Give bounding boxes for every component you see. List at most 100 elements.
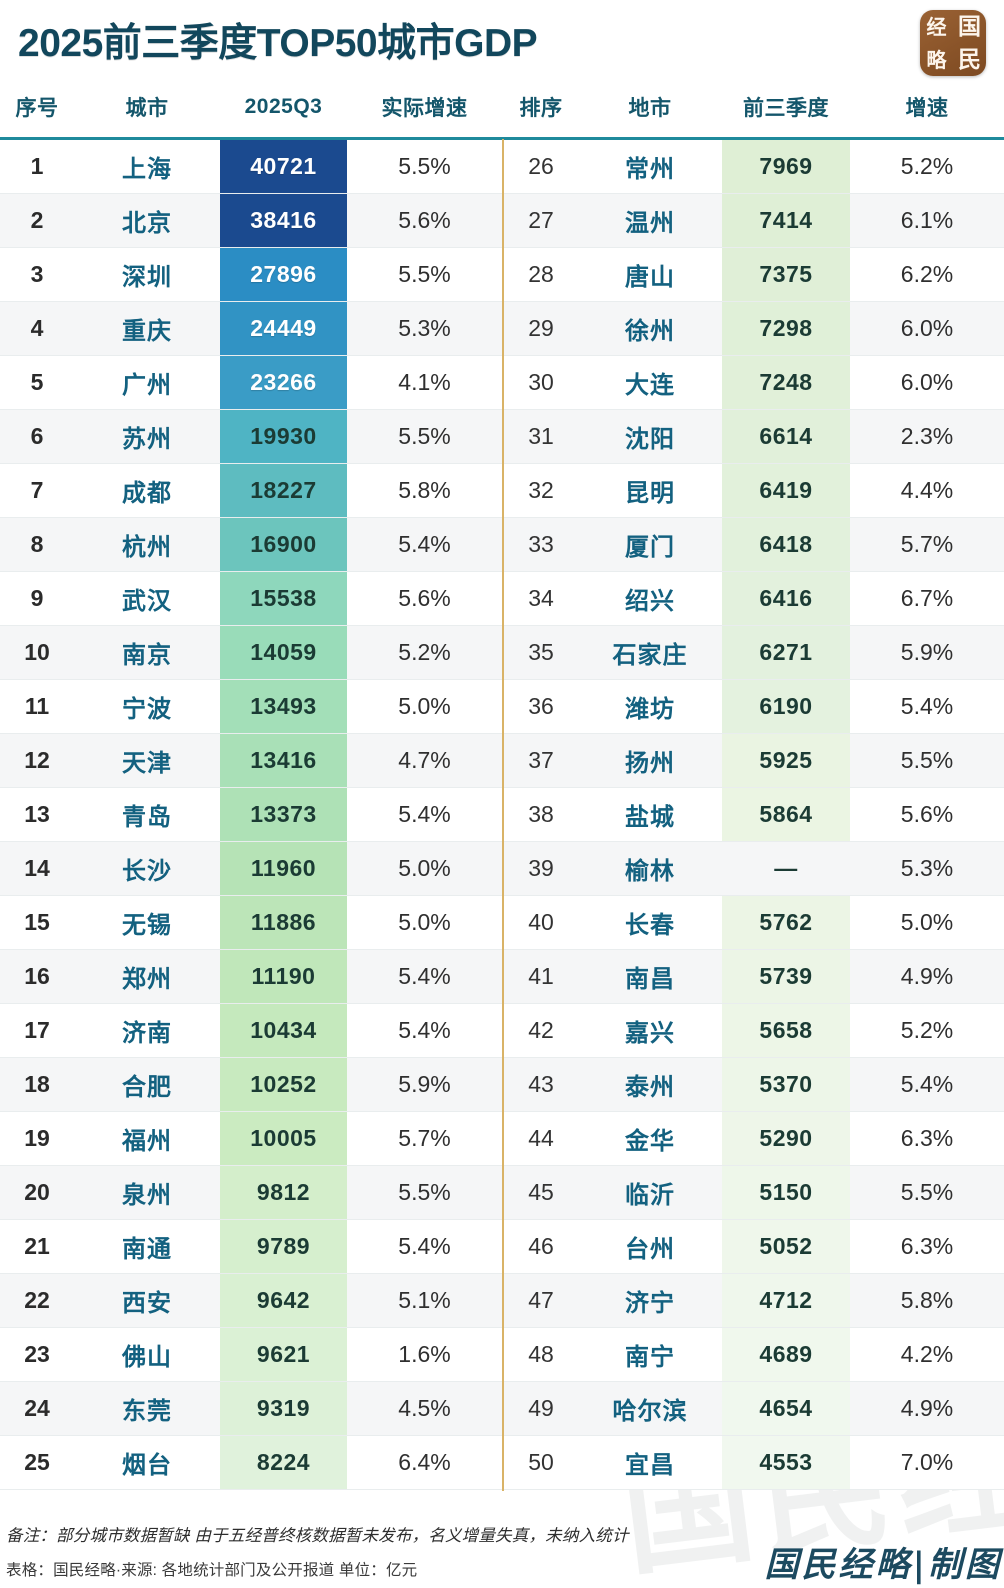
cell-city: 佛山 bbox=[74, 1327, 220, 1382]
column-divider bbox=[502, 462, 504, 519]
cell-rank: 16 bbox=[0, 949, 74, 1004]
column-divider bbox=[502, 678, 504, 735]
header-row: 序号 城市 2025Q3 实际增速 排序 地市 前三季度 增速 bbox=[0, 86, 1004, 134]
cell-growth: 5.1% bbox=[347, 1273, 502, 1328]
table-row: 15 无锡 11886 5.0% 40 长春 5762 5.0% bbox=[0, 894, 1004, 951]
cell-growth: 5.2% bbox=[850, 1003, 1004, 1058]
column-divider bbox=[502, 192, 504, 249]
cell-value: 4689 bbox=[722, 1327, 850, 1382]
column-divider bbox=[502, 732, 504, 789]
cell-city: 绍兴 bbox=[578, 571, 722, 626]
cell-value: 19930 bbox=[220, 409, 347, 464]
col-header-value-right: 前三季度 bbox=[743, 97, 829, 120]
table-head: 序号 城市 2025Q3 实际增速 排序 地市 前三季度 增速 bbox=[0, 86, 1004, 140]
cell-rank: 22 bbox=[0, 1273, 74, 1328]
cell-city: 金华 bbox=[578, 1111, 722, 1166]
cell-value: 4553 bbox=[722, 1435, 850, 1490]
cell-value: — bbox=[722, 841, 850, 896]
cell-city: 西安 bbox=[74, 1273, 220, 1328]
cell-value: 23266 bbox=[220, 355, 347, 410]
cell-city: 南京 bbox=[74, 625, 220, 680]
cell-value: 5739 bbox=[722, 949, 850, 1004]
cell-growth: 5.6% bbox=[347, 193, 502, 248]
cell-city: 北京 bbox=[74, 193, 220, 248]
table-row: 10 南京 14059 5.2% 35 石家庄 6271 5.9% bbox=[0, 624, 1004, 681]
cell-growth: 5.8% bbox=[347, 463, 502, 518]
cell-growth: 6.3% bbox=[850, 1111, 1004, 1166]
footnote-source: 表格：国民经略·来源: 各地统计部门及公开报道 单位：亿元 bbox=[6, 1562, 418, 1579]
cell-city: 济宁 bbox=[578, 1273, 722, 1328]
table-row: 25 烟台 8224 6.4% 50 宜昌 4553 7.0% bbox=[0, 1434, 1004, 1491]
cell-city: 潍坊 bbox=[578, 679, 722, 734]
cell-city: 上海 bbox=[74, 138, 220, 194]
cell-rank: 39 bbox=[504, 841, 578, 896]
cell-growth: 5.7% bbox=[347, 1111, 502, 1166]
cell-growth: 5.5% bbox=[347, 409, 502, 464]
table-row: 19 福州 10005 5.7% 44 金华 5290 6.3% bbox=[0, 1110, 1004, 1167]
cell-rank: 31 bbox=[504, 409, 578, 464]
cell-growth: 5.3% bbox=[347, 301, 502, 356]
page-title: 2025前三季度TOP50城市GDP bbox=[18, 21, 538, 65]
cell-growth: 6.7% bbox=[850, 571, 1004, 626]
cell-growth: 5.4% bbox=[850, 679, 1004, 734]
cell-rank: 23 bbox=[0, 1327, 74, 1382]
cell-rank: 37 bbox=[504, 733, 578, 788]
col-header-growth-left: 实际增速 bbox=[381, 97, 468, 120]
cell-rank: 45 bbox=[504, 1165, 578, 1220]
cell-value: 10005 bbox=[220, 1111, 347, 1166]
table-row: 12 天津 13416 4.7% 37 扬州 5925 5.5% bbox=[0, 732, 1004, 789]
col-header-rank-right: 排序 bbox=[519, 97, 563, 120]
cell-growth: 6.1% bbox=[850, 193, 1004, 248]
column-divider bbox=[502, 786, 504, 843]
cell-growth: 5.8% bbox=[850, 1273, 1004, 1328]
cell-city: 烟台 bbox=[74, 1435, 220, 1490]
cell-value: 6419 bbox=[722, 463, 850, 518]
table-row: 13 青岛 13373 5.4% 38 盐城 5864 5.6% bbox=[0, 786, 1004, 843]
column-divider bbox=[502, 354, 504, 411]
cell-growth: 5.6% bbox=[347, 571, 502, 626]
column-divider bbox=[502, 408, 504, 465]
cell-city: 南宁 bbox=[578, 1327, 722, 1382]
cell-city: 宜昌 bbox=[578, 1435, 722, 1490]
cell-value: 5658 bbox=[722, 1003, 850, 1058]
cell-rank: 42 bbox=[504, 1003, 578, 1058]
cell-value: 16900 bbox=[220, 517, 347, 572]
column-divider bbox=[502, 1272, 504, 1329]
cell-value: 9789 bbox=[220, 1219, 347, 1274]
cell-rank: 5 bbox=[0, 355, 74, 410]
cell-growth: 4.7% bbox=[347, 733, 502, 788]
cell-growth: 5.5% bbox=[347, 1165, 502, 1220]
cell-value: 13493 bbox=[220, 679, 347, 734]
cell-city: 武汉 bbox=[74, 571, 220, 626]
cell-growth: 7.0% bbox=[850, 1435, 1004, 1490]
cell-growth: 4.9% bbox=[850, 1381, 1004, 1436]
column-divider bbox=[502, 1434, 504, 1491]
cell-growth: 6.0% bbox=[850, 301, 1004, 356]
cell-value: 5925 bbox=[722, 733, 850, 788]
cell-rank: 11 bbox=[0, 679, 74, 734]
column-divider bbox=[502, 1380, 504, 1437]
column-divider bbox=[502, 516, 504, 573]
column-divider bbox=[502, 137, 504, 194]
cell-growth: 5.2% bbox=[850, 138, 1004, 194]
cell-city: 济南 bbox=[74, 1003, 220, 1058]
cell-city: 苏州 bbox=[74, 409, 220, 464]
cell-rank: 20 bbox=[0, 1165, 74, 1220]
column-divider bbox=[502, 246, 504, 303]
cell-city: 泉州 bbox=[74, 1165, 220, 1220]
column-divider bbox=[502, 894, 504, 951]
cell-growth: 5.5% bbox=[347, 247, 502, 302]
cell-rank: 21 bbox=[0, 1219, 74, 1274]
cell-value: 5370 bbox=[722, 1057, 850, 1112]
cell-rank: 27 bbox=[504, 193, 578, 248]
cell-city: 无锡 bbox=[74, 895, 220, 950]
cell-rank: 19 bbox=[0, 1111, 74, 1166]
cell-growth: 5.5% bbox=[347, 138, 502, 194]
cell-rank: 34 bbox=[504, 571, 578, 626]
header-bar: 2025前三季度TOP50城市GDP 经 国 略 民 bbox=[0, 0, 1004, 86]
cell-rank: 17 bbox=[0, 1003, 74, 1058]
cell-growth: 4.4% bbox=[850, 463, 1004, 518]
cell-value: 15538 bbox=[220, 571, 347, 626]
cell-growth: 5.9% bbox=[850, 625, 1004, 680]
cell-city: 深圳 bbox=[74, 247, 220, 302]
